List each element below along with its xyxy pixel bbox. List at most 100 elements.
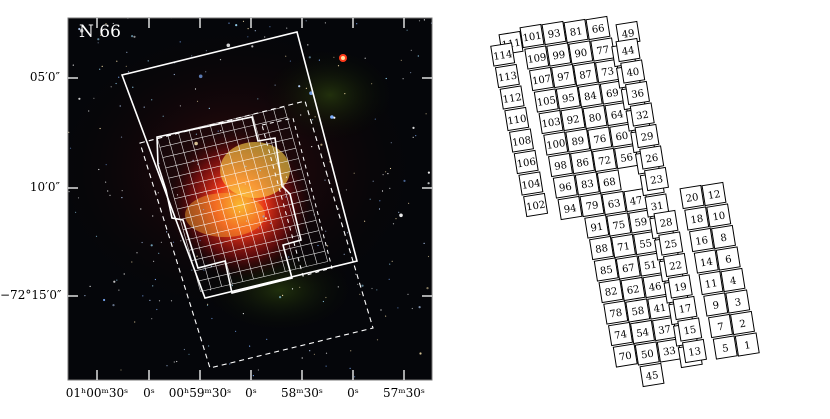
pointing-label: 79 [585, 200, 599, 213]
grid-line [200, 261, 328, 292]
pointing-cell: 92 [560, 106, 586, 132]
pointing-label: 49 [621, 28, 635, 41]
star [239, 211, 241, 213]
star [220, 130, 222, 132]
pointing-label: 87 [579, 69, 593, 82]
pointing-box [639, 145, 665, 170]
star [195, 133, 197, 135]
pointing-cell: 41 [647, 295, 673, 320]
pointing-cell: 31 [644, 193, 670, 218]
pointing-layout: 1111141131121101081061041021011091071051… [490, 15, 760, 388]
star [191, 269, 193, 271]
pointing-box [629, 102, 655, 127]
pointing-box [560, 106, 586, 132]
star [406, 29, 408, 31]
star [160, 241, 162, 243]
star [245, 165, 247, 167]
pointing-label: 85 [599, 265, 613, 278]
pointing-cell: 104 [518, 171, 544, 196]
pointing-box [679, 184, 705, 210]
star [427, 171, 430, 174]
star [398, 211, 400, 213]
pointing-box [698, 270, 724, 296]
star [194, 141, 198, 146]
pointing-label: 101 [522, 31, 543, 45]
star [312, 119, 314, 121]
star [221, 242, 223, 244]
image-frame [67, 17, 433, 381]
star [152, 215, 154, 217]
star [395, 218, 397, 220]
pointing-label: 22 [669, 260, 683, 273]
pointing-box [490, 42, 516, 67]
pointing-cell: 55 [632, 230, 659, 256]
pointing-label: 109 [527, 52, 548, 66]
pointing-cell: 29 [634, 123, 660, 149]
star [154, 278, 156, 281]
pointing-cell: 103 [538, 109, 564, 135]
pointing-box [612, 343, 638, 368]
pointing-label: 71 [617, 241, 631, 254]
pointing-label: 100 [546, 138, 567, 152]
star [113, 280, 116, 283]
pointing-box [577, 83, 603, 108]
pointing-label: 112 [502, 92, 523, 106]
star [325, 296, 327, 299]
pointing-cell: 98 [547, 152, 574, 178]
pointing-box [547, 152, 574, 178]
star [179, 105, 181, 107]
star [126, 51, 128, 53]
pointing-label: 46 [648, 281, 662, 294]
dashed-footprint [139, 100, 374, 369]
star [252, 375, 254, 377]
pointing-box [693, 249, 719, 274]
pointing-label: 84 [583, 91, 597, 104]
pointing-label: 15 [683, 325, 697, 338]
pointing-label: 10 [712, 211, 726, 224]
star [242, 20, 245, 22]
grid-line [188, 220, 317, 251]
pointing-label: 58 [631, 306, 645, 319]
star [346, 232, 348, 234]
pointing-label: 88 [595, 243, 609, 256]
pointing-label: 68 [602, 177, 616, 190]
pointing-box [681, 338, 708, 364]
star [207, 303, 209, 305]
star [390, 142, 392, 144]
star [247, 36, 249, 38]
star [337, 208, 340, 210]
star [84, 295, 86, 297]
pointing-cell: 69 [599, 80, 625, 105]
star [380, 309, 382, 311]
star [426, 287, 429, 290]
pointing-box [658, 231, 684, 256]
pointing-cell: 32 [629, 102, 655, 127]
pointing-box [499, 85, 525, 110]
star [115, 82, 117, 85]
star [202, 209, 205, 211]
pointing-box [494, 63, 520, 89]
pointing-cell: 60 [609, 123, 635, 148]
star [325, 365, 327, 367]
star [374, 118, 376, 120]
star [254, 30, 256, 32]
star [226, 43, 231, 48]
pointing-cell: 109 [524, 45, 550, 70]
star [371, 287, 373, 290]
pointing-label: 105 [536, 95, 557, 109]
star [217, 130, 219, 132]
star [192, 159, 194, 161]
star [158, 162, 160, 165]
pointing-cell: 20 [679, 184, 705, 210]
pointing-box [508, 128, 535, 153]
pointing-box [624, 80, 651, 106]
star [412, 136, 414, 138]
star [251, 45, 254, 48]
pointing-label: 18 [690, 214, 704, 227]
pointing-label: 83 [580, 179, 594, 192]
pointing-cell: 6 [715, 246, 741, 271]
star [425, 113, 427, 115]
star [387, 173, 389, 175]
grid-line [183, 199, 311, 230]
axis-ticks [68, 18, 432, 380]
